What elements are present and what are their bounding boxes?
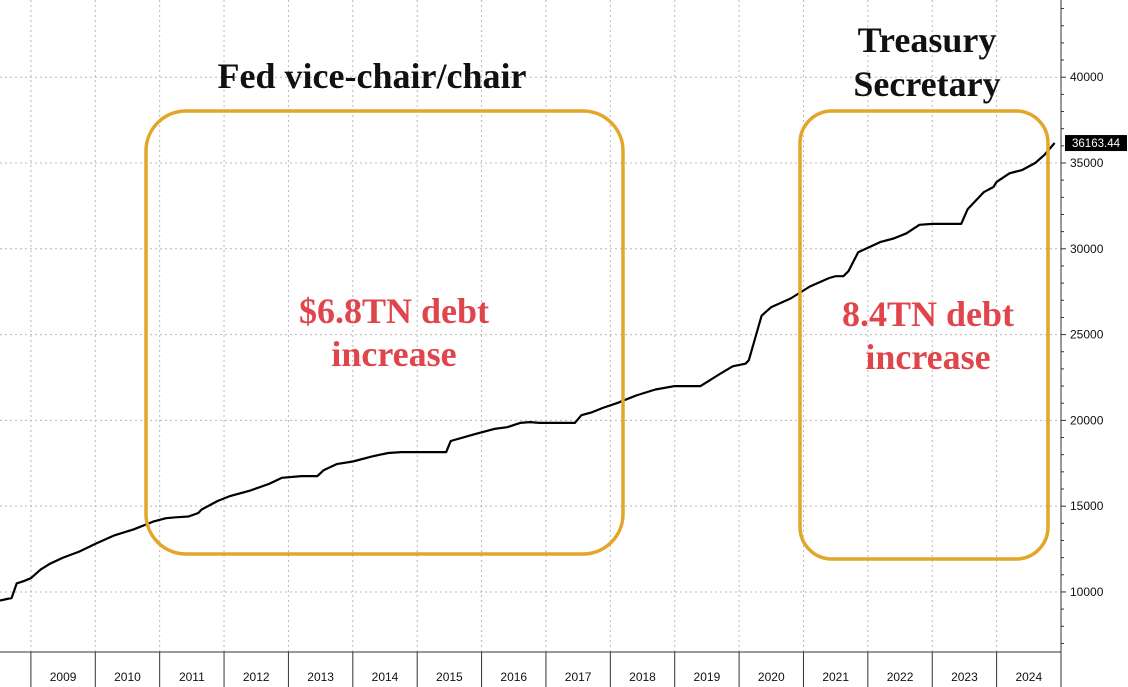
x-tick-label: 2011 [179, 670, 205, 684]
annotation-box-fed [144, 109, 625, 556]
x-tick-label: 2013 [307, 670, 334, 684]
x-axis-ticks: 2009 2010 2011 2012 2013 2014 2015 2016 2017 2018… [30, 652, 1062, 687]
annotation-treasury: Treasury Secretary 8.4TN debt increase [798, 20, 1050, 561]
annotation-box-treasury [798, 109, 1050, 561]
annotation-title-fed: Fed vice-chair/chair [218, 56, 527, 96]
x-tick-label: 2017 [565, 670, 592, 684]
x-tick-label: 2018 [629, 670, 656, 684]
annotation-increase-treasury: increase [865, 337, 990, 377]
x-tick-label: 2010 [114, 670, 141, 684]
annotation-amount-fed: $6.8TN debt [299, 291, 489, 331]
y-tick-label: 15000 [1070, 499, 1104, 513]
x-tick-label: 2024 [1015, 670, 1042, 684]
last-value-tag: 36163.44 [1065, 135, 1127, 152]
x-tick-label: 2021 [822, 670, 849, 684]
x-tick-label: 2016 [500, 670, 527, 684]
x-tick-label: 2023 [951, 670, 978, 684]
y-tick-label: 40000 [1070, 70, 1104, 84]
debt-series-line [0, 142, 1056, 602]
x-tick-label: 2019 [694, 670, 721, 684]
x-tick-label: 2022 [887, 670, 914, 684]
y-tick-label: 25000 [1070, 328, 1104, 342]
y-tick-label: 20000 [1070, 413, 1104, 427]
x-tick-label: 2009 [50, 670, 77, 684]
annotation-increase-fed: increase [331, 334, 456, 374]
x-tick-label: 2015 [436, 670, 463, 684]
y-tick-label: 30000 [1070, 242, 1104, 256]
axes [0, 0, 1062, 653]
annotation-title-treasury-line1: Treasury [858, 20, 997, 60]
x-tick-label: 2020 [758, 670, 785, 684]
annotation-fed: Fed vice-chair/chair $6.8TN debt increas… [144, 56, 625, 556]
y-tick-label: 10000 [1070, 585, 1104, 599]
y-tick-label: 35000 [1070, 156, 1104, 170]
x-tick-label: 2012 [243, 670, 270, 684]
annotation-amount-treasury: 8.4TN debt [842, 294, 1014, 334]
annotation-title-treasury-line2: Secretary [853, 64, 1000, 104]
last-value-background [1065, 135, 1127, 152]
y-axis-ticks: 10000 15000 20000 25000 30000 35000 40000 [1061, 8, 1104, 644]
x-tick-label: 2014 [372, 670, 399, 684]
last-value-label: 36163.44 [1072, 138, 1121, 150]
